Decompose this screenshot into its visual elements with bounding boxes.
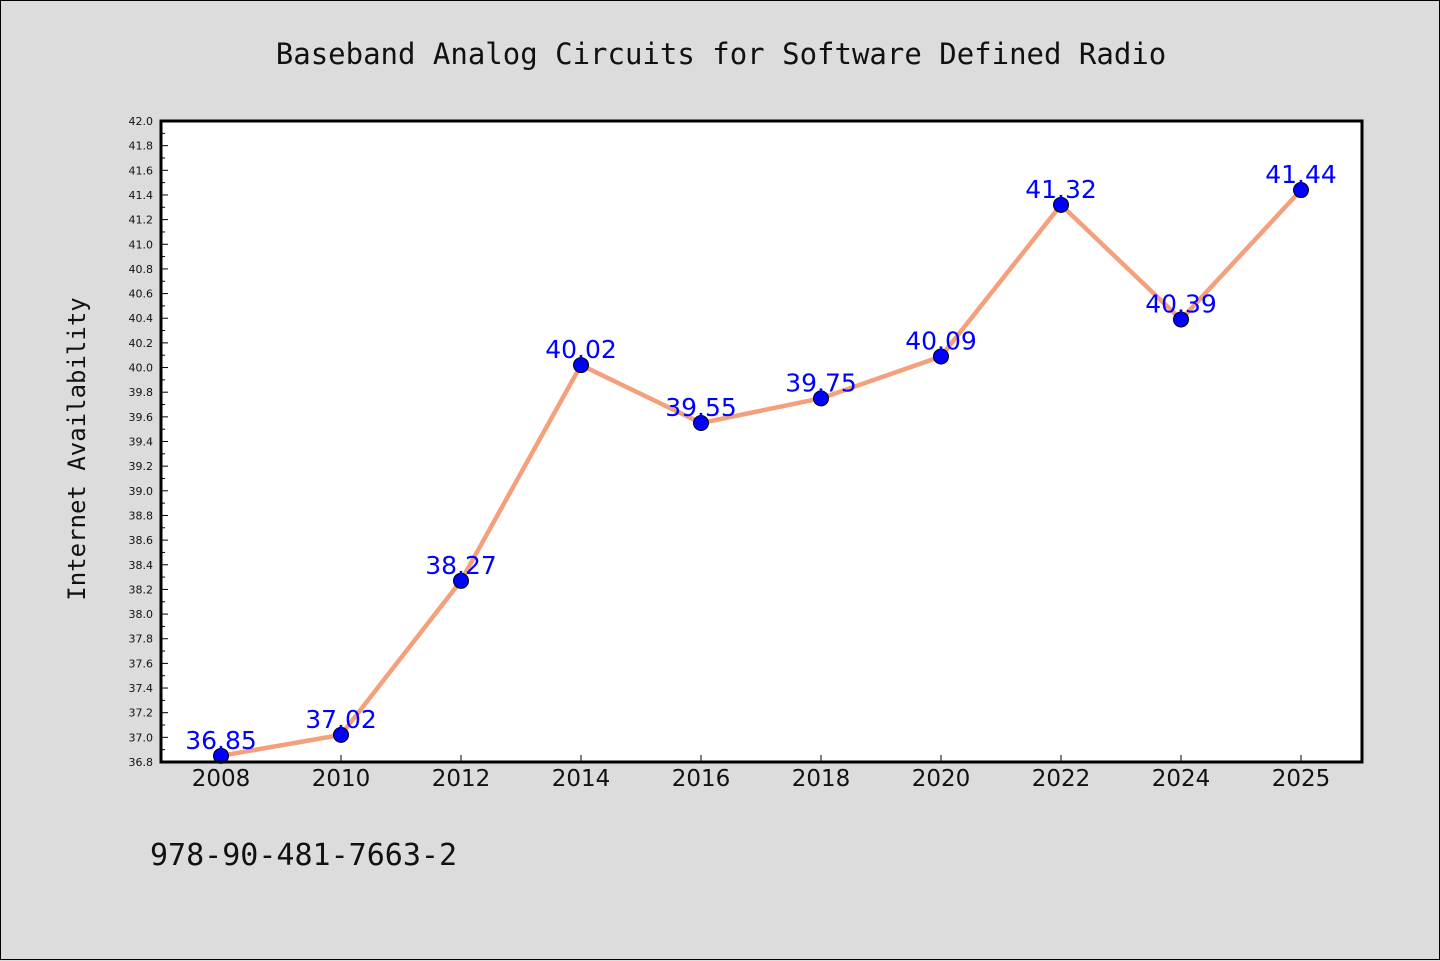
x-tick-label: 2016 xyxy=(672,766,731,792)
x-tick-label: 2010 xyxy=(312,766,371,792)
data-point xyxy=(693,415,709,432)
y-tick-label: 36.8 xyxy=(129,756,154,769)
data-point xyxy=(1173,311,1189,328)
chart-title: Baseband Analog Circuits for Software De… xyxy=(276,37,1166,71)
y-tick-label: 41.4 xyxy=(129,189,154,202)
y-tick-label: 38.0 xyxy=(129,608,154,621)
y-tick-label: 39.6 xyxy=(129,411,154,424)
x-tick-label: 2024 xyxy=(1152,766,1211,792)
y-tick-label: 40.6 xyxy=(129,288,154,301)
data-label: 40.02 xyxy=(545,335,617,364)
data-label: 39.75 xyxy=(785,368,857,397)
y-tick-label: 37.2 xyxy=(129,707,154,720)
y-tick-label: 41.2 xyxy=(129,214,154,227)
y-tick-label: 37.0 xyxy=(129,731,154,744)
x-tick-label: 2025 xyxy=(1272,766,1331,792)
y-tick-label: 38.2 xyxy=(129,583,154,596)
y-tick-label: 39.0 xyxy=(129,485,154,498)
data-point xyxy=(1293,182,1309,199)
y-tick-label: 41.8 xyxy=(129,140,154,153)
x-tick-label: 2012 xyxy=(432,766,491,792)
y-tick-label: 39.4 xyxy=(129,436,154,449)
y-tick-label: 40.2 xyxy=(129,337,154,350)
x-axis-ticks: 2008 2010 2012 2014 2016 2018 2020 2022 2024 2025 xyxy=(192,755,1331,792)
data-point xyxy=(933,348,949,365)
data-label: 39.55 xyxy=(665,393,737,422)
x-tick-label: 2014 xyxy=(552,766,611,792)
x-tick-label: 2008 xyxy=(192,766,251,792)
y-tick-label: 41.6 xyxy=(129,164,154,177)
data-label: 40.39 xyxy=(1145,289,1217,318)
data-point xyxy=(1053,196,1069,213)
y-tick-label: 38.6 xyxy=(129,534,154,547)
data-label: 36.85 xyxy=(185,726,257,755)
y-tick-label: 40.0 xyxy=(129,362,154,375)
y-axis-label: Internet Availability xyxy=(63,297,91,600)
isbn-text: 978-90-481-7663-2 xyxy=(150,838,457,873)
data-label: 37.02 xyxy=(305,705,377,734)
data-labels: 36.85 37.02 38.27 40.02 39.55 39.75 40.09 41.32… xyxy=(185,160,1337,755)
x-tick-label: 2020 xyxy=(912,766,971,792)
y-tick-label: 38.8 xyxy=(129,509,154,522)
plot-area xyxy=(161,121,1362,762)
y-tick-label: 39.8 xyxy=(129,386,154,399)
y-tick-label: 37.6 xyxy=(129,657,154,670)
y-tick-label: 40.8 xyxy=(129,263,154,276)
data-point xyxy=(333,726,349,743)
series-line xyxy=(218,187,1304,759)
data-label: 41.44 xyxy=(1265,160,1337,189)
y-tick-label: 41.0 xyxy=(129,238,154,251)
x-tick-label: 2018 xyxy=(792,766,851,792)
plot-border xyxy=(159,119,1364,764)
y-axis-ticks: 36.8 37.0 37.2 37.4 37.6 37.8 38.0 38.2 38.4 38.6… xyxy=(129,115,168,769)
y-tick-label: 37.8 xyxy=(129,633,154,646)
data-label: 38.27 xyxy=(425,551,497,580)
x-tick-label: 2022 xyxy=(1032,766,1091,792)
data-label: 40.09 xyxy=(905,326,977,355)
series-markers xyxy=(213,182,1309,764)
y-tick-label: 37.4 xyxy=(129,682,154,695)
y-tick-label: 42.0 xyxy=(129,115,154,128)
y-tick-label: 39.2 xyxy=(129,460,154,473)
data-label: 41.32 xyxy=(1025,175,1097,204)
data-point xyxy=(453,572,469,589)
data-point xyxy=(573,357,589,374)
y-tick-label: 38.4 xyxy=(129,559,154,572)
y-tick-label: 40.4 xyxy=(129,312,154,325)
data-point xyxy=(813,390,829,407)
